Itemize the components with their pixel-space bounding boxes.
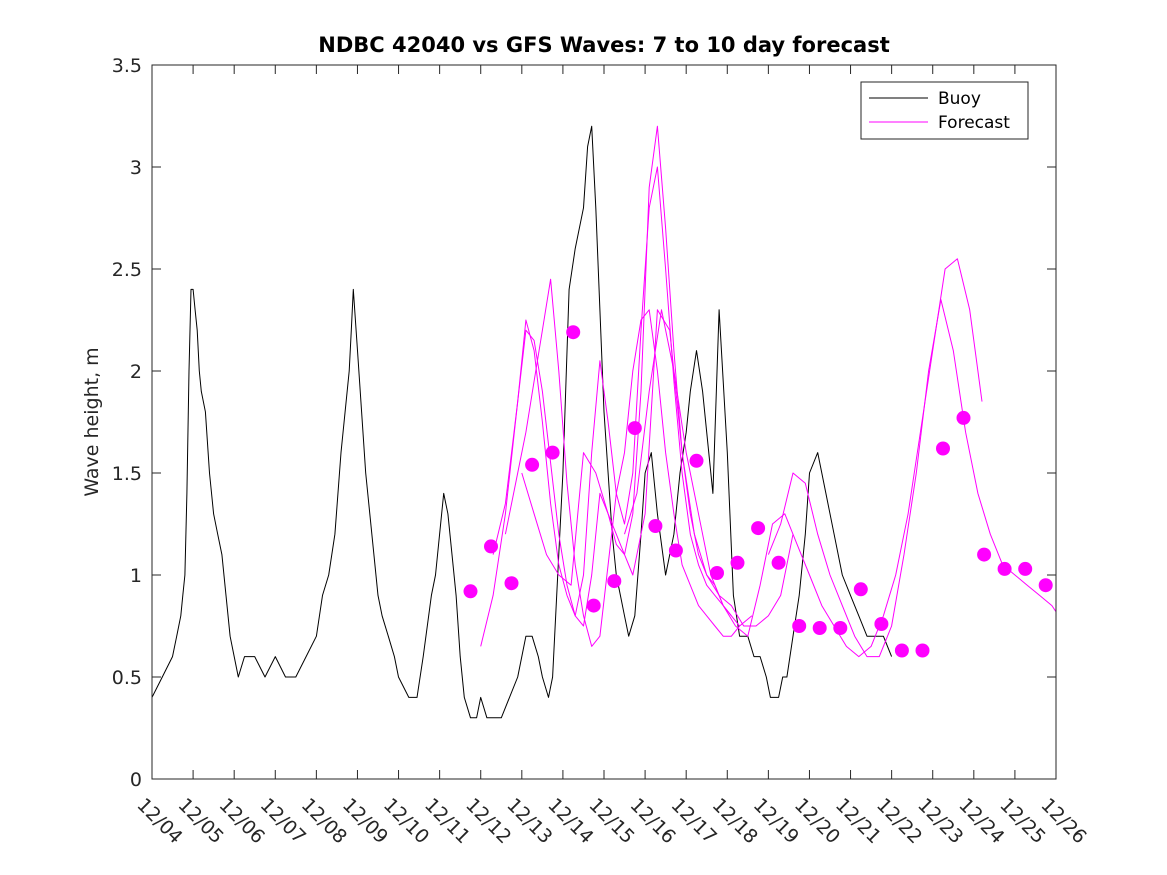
forecast-line-6 [767,299,1057,658]
forecast-marker [894,643,909,658]
y-tick-label: 0 [130,769,142,791]
y-tick-label: 2.5 [112,259,142,281]
forecast-line-3 [504,278,753,647]
forecast-marker [936,441,950,456]
forecast-marker [545,445,560,460]
x-tick-label: 12/20 [790,794,844,848]
forecast-line-1 [480,166,732,647]
x-tick-label: 12/25 [995,794,1049,848]
y-tick-label: 0.5 [112,667,142,689]
forecast-marker [1038,578,1053,593]
x-tick-label: 12/15 [584,794,638,848]
legend-buoy-label: Buoy [938,89,981,109]
forecast-marker [710,566,724,580]
x-tick-label: 12/23 [913,794,967,848]
forecast-markers [463,325,1053,658]
forecast-marker [1018,561,1033,576]
legend-box [860,81,1029,140]
legend-forecast-label: Forecast [938,113,1010,133]
forecast-marker [853,582,868,597]
forecast-marker [997,561,1012,576]
forecast-marker [668,543,683,558]
x-tick-label: 12/17 [667,794,721,848]
forecast-series [480,125,1057,658]
x-tick-label: 12/22 [872,794,926,848]
y-axis-label: Wave height, m [81,347,103,496]
x-tick-label: 12/07 [256,794,310,848]
legend: Buoy Forecast [860,81,1029,140]
x-tick-label: 12/04 [132,794,186,848]
y-tick-label: 2 [130,361,142,383]
forecast-marker [874,617,889,631]
x-tick-label: 12/24 [954,794,1008,848]
x-tick-label: 12/16 [626,794,680,848]
forecast-marker [730,555,745,570]
forecast-marker [771,555,786,570]
buoy-line [151,125,893,719]
plot-background [152,65,1056,779]
forecast-marker [484,539,498,554]
y-tick-label: 3.5 [112,55,142,77]
x-tick-label: 12/26 [1036,794,1090,848]
x-tick-label: 12/14 [543,794,597,848]
x-tick-label: 12/12 [461,794,515,848]
forecast-marker [566,325,581,340]
x-tick-label: 12/18 [708,794,762,848]
forecast-line-2 [492,125,740,627]
forecast-marker [792,619,807,633]
forecast-marker [977,547,992,562]
forecast-marker [956,410,971,425]
forecast-marker [689,453,704,468]
forecast-marker [607,574,622,589]
x-tick-label: 12/09 [338,794,392,848]
forecast-marker [586,598,601,613]
x-tick-label: 12/05 [174,794,228,848]
y-axis-ticks: 0 0.5 1 1.5 2 2.5 3 3.5 [112,55,1056,791]
forecast-marker [751,521,766,536]
y-tick-label: 1.5 [112,463,142,485]
forecast-line-4 [521,309,794,627]
forecast-marker [463,584,478,599]
buoy-series [151,125,893,719]
y-tick-label: 3 [130,157,142,179]
x-tick-label: 12/13 [502,794,556,848]
y-tick-label: 1 [130,565,142,587]
x-tick-label: 12/11 [420,794,474,848]
x-tick-label: 12/19 [749,794,803,848]
forecast-marker [833,621,848,635]
forecast-marker [525,457,540,472]
x-tick-label: 12/21 [831,794,885,848]
forecast-marker [915,643,930,658]
chart-title: NDBC 42040 vs GFS Waves: 7 to 10 day for… [318,33,889,57]
forecast-marker [812,621,827,635]
plot-frame [151,64,1057,780]
x-tick-label: 12/06 [215,794,269,848]
forecast-marker [627,421,642,436]
forecast-marker [504,576,519,591]
x-tick-label: 12/10 [379,794,433,848]
x-tick-label: 12/08 [297,794,351,848]
forecast-marker [648,519,663,533]
